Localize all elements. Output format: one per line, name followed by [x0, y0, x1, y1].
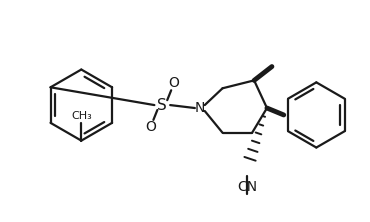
Text: CH₃: CH₃	[71, 111, 92, 121]
Text: O: O	[145, 120, 156, 134]
Text: O: O	[169, 76, 179, 90]
Text: CN: CN	[237, 180, 257, 194]
Text: N: N	[195, 101, 205, 115]
Text: S: S	[157, 98, 167, 113]
